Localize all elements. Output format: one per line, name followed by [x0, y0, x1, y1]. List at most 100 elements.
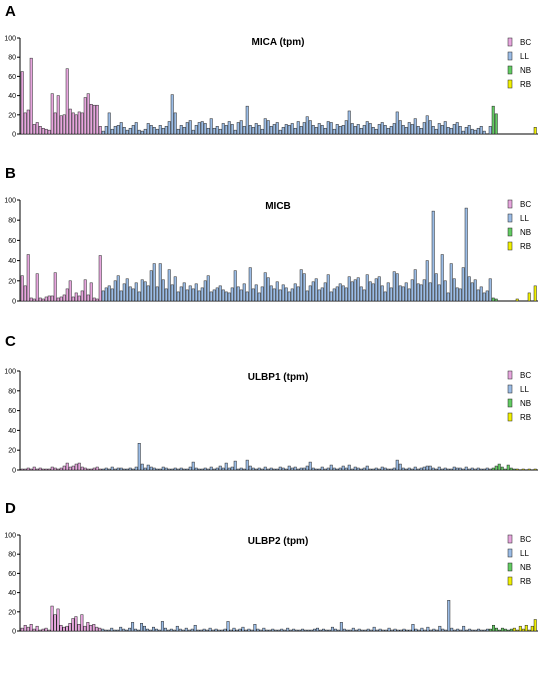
legend-label-nb: NB [520, 399, 531, 408]
bar-ll [432, 628, 436, 632]
panel-d: D ULBP2 (tpm) 0 20 40 60 80 100 BC LL NB RB [4, 500, 538, 636]
bar-ll [110, 128, 114, 135]
legend-label-nb: NB [520, 66, 531, 75]
bar-bc [77, 295, 81, 302]
bar-ll [211, 629, 215, 632]
bar-ll [224, 462, 228, 471]
bar-ll [485, 467, 489, 471]
bar-ll [143, 128, 147, 135]
bar-ll [248, 267, 252, 302]
bar-ll [381, 629, 385, 632]
bar-ll [380, 122, 384, 135]
bar-ll [257, 125, 261, 135]
legend-label-rb: RB [520, 242, 531, 251]
bar-ll [125, 129, 129, 135]
bar-ll [218, 465, 222, 471]
bar-ll [154, 628, 158, 632]
bar-bc [83, 467, 87, 471]
bar-ll [366, 628, 370, 632]
bar-ll [245, 291, 249, 302]
bar-ll [413, 269, 417, 302]
bar-ll [408, 629, 412, 632]
bar-bc [56, 297, 60, 302]
bar-ll [488, 278, 492, 302]
bar-ll [326, 467, 330, 471]
bar-bc [47, 129, 51, 135]
bar-ll [199, 629, 203, 632]
bar-bc [50, 93, 54, 135]
bar-bc [80, 290, 84, 302]
bar-ll [254, 468, 258, 471]
bar-ll [256, 628, 260, 632]
bar-ll [356, 277, 360, 302]
bar-ll [449, 127, 453, 135]
bar-ll [272, 124, 276, 135]
bar-ll [407, 467, 411, 471]
bar-ll [149, 270, 153, 302]
bar-ll [197, 468, 201, 471]
legend-swatch-bc [507, 370, 513, 380]
bar-ll [116, 467, 120, 471]
bar-ll [221, 467, 225, 471]
bar-ll [299, 467, 303, 471]
bar-ll [176, 468, 180, 471]
bar-ll [296, 286, 300, 302]
bar-ll [344, 120, 348, 135]
bar-ll [474, 629, 478, 632]
bar-ll [313, 628, 316, 632]
bar-ll [374, 128, 378, 135]
bar-ll [214, 628, 218, 632]
bar-ll [209, 291, 213, 302]
bar-ll [290, 288, 294, 302]
bar-ll [389, 468, 393, 471]
bar-ll [390, 629, 394, 632]
bar-ll [479, 126, 483, 135]
bar-ll [365, 465, 369, 471]
bar-ll [281, 284, 285, 302]
bar-rb [533, 285, 537, 302]
bar-ll [465, 629, 469, 632]
bar-ll [452, 466, 456, 471]
panel-c: C ULBP1 (tpm) 0 20 40 60 80 100 BC LL NB RB [4, 333, 538, 475]
bar-ll [266, 277, 270, 302]
bar-ll [283, 629, 287, 632]
panel-letter: D [5, 500, 16, 517]
bar-ll [263, 466, 267, 471]
bar-ll [476, 467, 480, 471]
panel-letter: B [5, 165, 16, 182]
bar-ll [354, 629, 358, 632]
bar-ll [458, 126, 462, 135]
bar-ll [230, 124, 234, 135]
bar-ll [434, 468, 438, 471]
bar-ll [467, 125, 471, 135]
legend-label-bc: BC [520, 38, 531, 47]
y-tick-label: 60 [8, 238, 16, 245]
bar-ll [131, 468, 135, 471]
bar-ll [386, 282, 390, 302]
bar-ll [350, 281, 354, 302]
bar-ll [182, 282, 186, 302]
bar-ll [404, 127, 408, 135]
bar-bc [89, 468, 93, 471]
bar-ll [170, 284, 174, 302]
bar-ll [295, 629, 299, 632]
bar-nb [491, 467, 495, 471]
bar-ll [444, 629, 448, 632]
bar-ll [206, 468, 210, 471]
bar-ll [146, 285, 150, 302]
bar-ll [286, 627, 290, 632]
bar-ll [483, 629, 487, 632]
bar-ll [176, 291, 180, 302]
bar-ll [383, 291, 387, 302]
bar-ll [477, 628, 481, 632]
bar-ll [236, 286, 240, 302]
bar-bc [59, 624, 63, 632]
bar-rb [521, 628, 525, 632]
bar-rb [533, 127, 537, 135]
bar-bc [32, 298, 36, 302]
bar-bc [62, 626, 66, 632]
bar-ll [369, 629, 373, 632]
bar-ll [217, 629, 221, 632]
bar-ll [284, 124, 288, 135]
bar-ll [215, 126, 219, 135]
